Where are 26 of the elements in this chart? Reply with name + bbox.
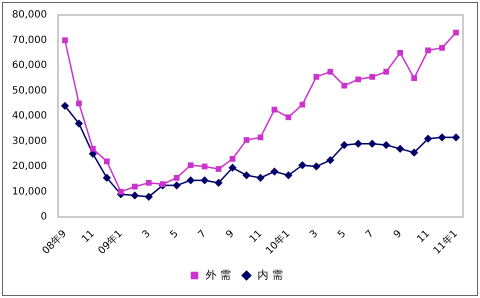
y-tick-label: 20,000: [12, 161, 47, 172]
legend-label: 内 需: [258, 268, 283, 282]
x-tick-label: 08年9: [40, 228, 69, 257]
x-tick-label: 7: [196, 228, 209, 241]
x-tick-label: 5: [336, 228, 348, 241]
x-tick-label: 9: [224, 228, 237, 241]
x-tick-label: 5: [168, 228, 181, 241]
x-tick-label: 3: [140, 228, 153, 241]
legend-label: 外 需: [206, 268, 232, 282]
x-tick-label: 10年1: [263, 228, 292, 257]
x-tick-label: 7: [364, 228, 376, 241]
x-tick-label: 9: [392, 228, 404, 241]
y-tick-label: 40,000: [12, 110, 47, 122]
y-tick-label: 0: [40, 212, 47, 223]
y-tick-label: 80,000: [12, 10, 47, 21]
y-tick-label: 10,000: [12, 186, 47, 198]
y-tick-label: 50,000: [12, 85, 47, 96]
x-tick-label: 11: [248, 228, 264, 246]
x-tick-label: 3: [308, 228, 320, 241]
y-tick-label: 60,000: [12, 60, 47, 72]
x-tick-label: 11: [415, 228, 432, 246]
y-tick-label: 70,000: [12, 34, 47, 46]
x-tick-label: 11: [80, 228, 97, 246]
y-tick-label: 30,000: [12, 136, 47, 147]
x-tick-label: 09年1: [96, 228, 125, 257]
x-tick-label: 11年1: [430, 228, 460, 257]
